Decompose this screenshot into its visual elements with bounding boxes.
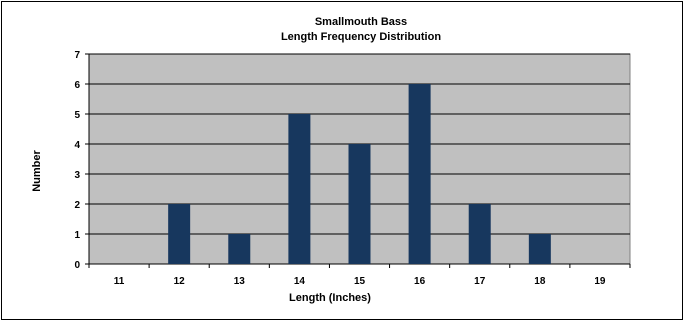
x-tick-label: 19	[594, 276, 606, 287]
y-tick-label: 5	[74, 110, 80, 121]
x-tick-label: 11	[114, 276, 125, 287]
y-tick-label: 2	[74, 200, 80, 211]
x-tick-label: 15	[354, 276, 366, 287]
y-tick-label: 6	[74, 80, 80, 91]
x-tick-label: 16	[414, 276, 426, 287]
bar-14	[288, 114, 311, 264]
x-tick-label: 12	[174, 276, 186, 287]
y-tick-label: 4	[74, 140, 80, 151]
bar-13	[228, 234, 251, 264]
y-axis-label: Number	[31, 150, 43, 192]
y-tick-label: 0	[74, 260, 80, 271]
bar-18	[528, 234, 551, 264]
y-tick-label: 7	[74, 50, 80, 61]
x-tick-label: 17	[474, 276, 486, 287]
y-tick-label: 1	[74, 230, 80, 241]
y-tick-label: 3	[74, 170, 80, 181]
chart-title-line2: Length Frequency Distribution	[281, 31, 441, 43]
chart-title-line1: Smallmouth Bass	[315, 16, 407, 28]
x-tick-label: 14	[294, 276, 306, 287]
x-tick-label: 18	[534, 276, 546, 287]
bar-16	[408, 84, 431, 264]
bar-17	[468, 204, 491, 264]
bar-12	[168, 204, 191, 264]
x-tick-label: 13	[234, 276, 246, 287]
bar-15	[348, 144, 371, 264]
x-axis-label: Length (Inches)	[289, 292, 371, 304]
